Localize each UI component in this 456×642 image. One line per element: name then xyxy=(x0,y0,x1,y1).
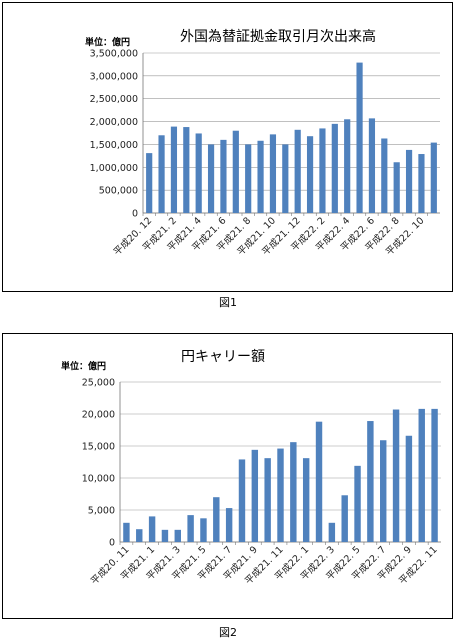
chart-2-bar xyxy=(290,442,297,542)
chart-2-bar xyxy=(200,518,207,542)
chart-2-bar xyxy=(341,495,348,542)
chart-2-bar xyxy=(213,497,220,542)
chart-2-bar xyxy=(161,529,169,542)
chart-2-bar xyxy=(123,522,130,542)
chart-2-bar xyxy=(328,522,336,542)
chart-2-bar xyxy=(418,408,425,542)
chart-1-bar xyxy=(306,136,314,213)
chart-1-bar xyxy=(282,144,289,213)
chart-1-bar xyxy=(331,123,338,213)
chart-2-ytick-label: 25,000 xyxy=(82,378,115,389)
chart-2-ytick-label: 10,000 xyxy=(82,474,115,485)
chart-1-bar xyxy=(393,162,400,213)
chart-1-ytick-label: 2,500,000 xyxy=(90,94,138,105)
chart-2-bar xyxy=(187,515,194,542)
chart-1-bar xyxy=(183,127,190,213)
chart-1-bar xyxy=(158,135,165,213)
chart-1-bar xyxy=(319,128,326,213)
chart-1-title: 外国為替証拠金取引月次出来高 xyxy=(180,28,376,45)
chart-2-ytick-label: 15,000 xyxy=(82,442,115,453)
chart-2-bar xyxy=(174,529,181,542)
chart-1-bar xyxy=(344,119,351,213)
chart-1-ytick-label: 1,000,000 xyxy=(90,163,138,174)
chart-1-bar xyxy=(294,129,301,213)
chart-1-bar xyxy=(195,133,202,213)
chart-1-bar xyxy=(405,149,413,213)
chart-2-title: 円キャリー額 xyxy=(181,349,265,365)
chart-1-ytick-label: 2,000,000 xyxy=(90,117,138,128)
figure-1-caption: 図1 xyxy=(219,296,237,309)
chart-1-ytick-label: 3,500,000 xyxy=(90,49,138,60)
chart-1-ytick-label: 500,000 xyxy=(99,186,138,197)
chart-1-bar xyxy=(381,138,388,213)
chart-2-bar xyxy=(148,516,156,542)
chart-2-bar xyxy=(405,435,413,542)
chart-1-bar xyxy=(368,118,376,213)
chart-1-bar xyxy=(269,134,277,213)
chart-1-ytick-label: 1,500,000 xyxy=(90,140,138,151)
chart-1-bar xyxy=(207,144,215,213)
chart-2-bar xyxy=(238,459,246,542)
chart-1-bar xyxy=(418,154,425,213)
chart-2-bar xyxy=(431,408,438,542)
chart-2: 単位：億円 円キャリー額 0 5,000 10,000 15,000 20,000 25,… xyxy=(61,349,441,587)
chart-2-bar xyxy=(264,458,271,542)
chart-2-bar xyxy=(251,449,259,542)
chart-2-bar xyxy=(136,529,143,542)
chart-1-bar xyxy=(356,62,363,213)
chart-2-bar xyxy=(380,440,387,542)
chart-2-bar xyxy=(225,508,233,542)
chart-2-ytick-label: 0 xyxy=(109,538,115,549)
chart-1-ytick-label: 3,000,000 xyxy=(90,71,138,82)
chart-1-ytick-label: 0 xyxy=(132,209,138,220)
chart-1-bar xyxy=(170,126,178,213)
chart-2-unit-label: 単位：億円 xyxy=(61,360,106,372)
chart-1-bar xyxy=(430,142,437,213)
chart-1-bar xyxy=(220,139,227,213)
chart-1-unit-label: 単位：億円 xyxy=(85,36,130,48)
chart-1-bar xyxy=(245,144,252,213)
chart-2-ytick-label: 5,000 xyxy=(88,506,115,517)
chart-2-ytick-label: 20,000 xyxy=(82,410,115,421)
chart-2-frame: 単位：億円 円キャリー額 0 5,000 10,000 15,000 20,000 25,… xyxy=(2,333,453,619)
chart-1-frame: 単位：億円 外国為替証拠金取引月次出来高 0 500,000 1,000,000 1,… xyxy=(2,2,453,292)
chart-2-bar xyxy=(367,421,374,542)
figure-2-caption: 図2 xyxy=(219,626,237,639)
chart-1-bar xyxy=(232,130,239,213)
chart-1: 単位：億円 外国為替証拠金取引月次出来高 0 500,000 1,000,000 1,… xyxy=(85,28,440,258)
chart-2-bar xyxy=(392,409,400,542)
chart-1-bar xyxy=(146,153,153,213)
chart-2-bar xyxy=(354,465,361,542)
chart-2-bar xyxy=(277,448,284,542)
chart-2-bar xyxy=(315,421,323,542)
chart-1-bar xyxy=(257,140,264,213)
chart-2-bar xyxy=(302,458,310,542)
